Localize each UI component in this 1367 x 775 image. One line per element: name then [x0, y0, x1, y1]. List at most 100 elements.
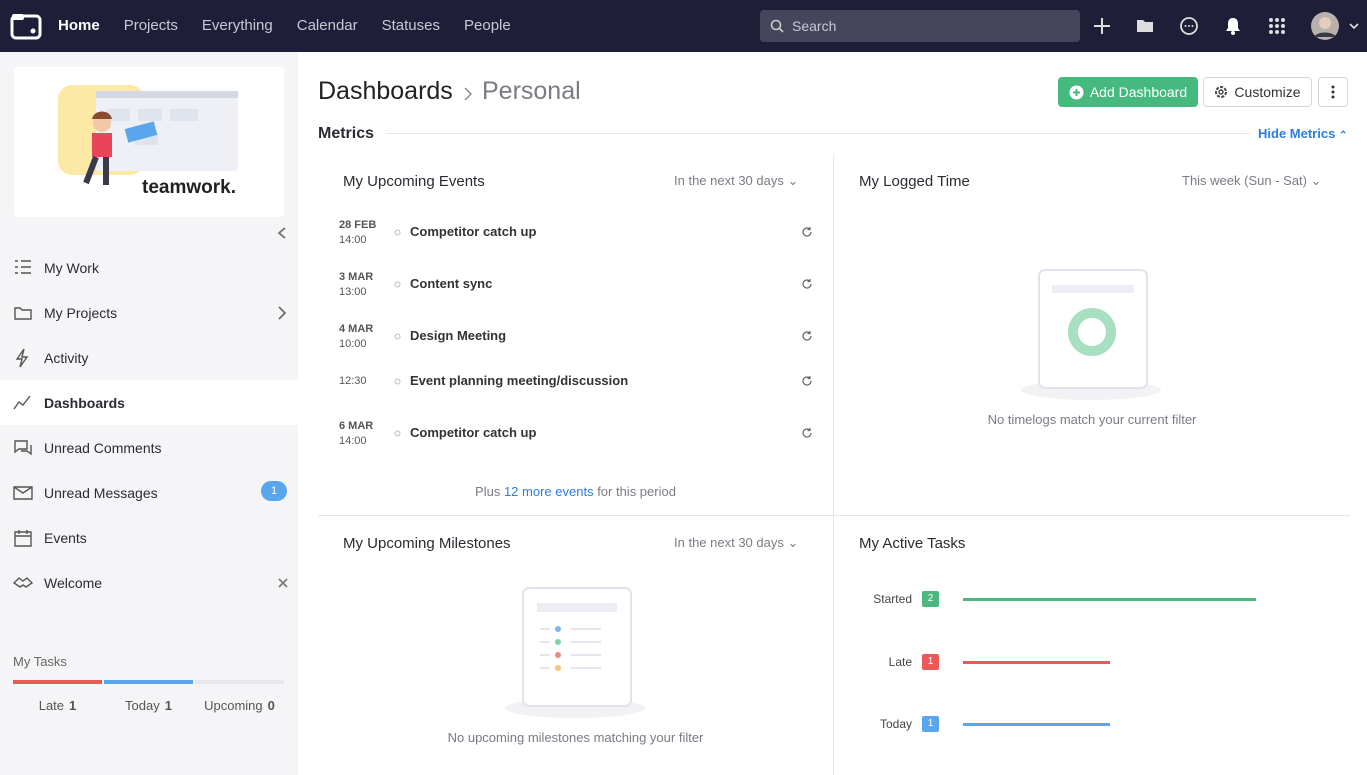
brand-card: teamwork.	[14, 67, 284, 217]
more-after: for this period	[597, 484, 676, 499]
add-dashboard-label: Add Dashboard	[1089, 84, 1188, 100]
collapse-icon[interactable]	[276, 226, 288, 240]
more-before: Plus	[475, 484, 501, 499]
nav-item[interactable]: Statuses	[381, 17, 440, 34]
add-icon[interactable]	[1092, 16, 1112, 36]
menu-item[interactable]: Activity	[0, 335, 298, 380]
task-bar	[104, 680, 193, 684]
menu-icon	[13, 486, 33, 500]
event-dot	[394, 333, 401, 340]
event-dot	[394, 229, 401, 236]
recurring-icon	[802, 331, 812, 341]
event-date: 4 MAR	[339, 323, 374, 335]
event-name: Competitor catch up	[410, 224, 537, 239]
event-row[interactable]: 6 MAR 14:00 Competitor catch up	[318, 419, 833, 471]
hide-metrics[interactable]: Hide Metrics ⌃	[1258, 126, 1348, 141]
task-stat[interactable]: Upcoming 0	[195, 698, 284, 713]
task-count: 1	[164, 698, 172, 713]
menu-icon	[14, 530, 32, 547]
event-row[interactable]: 28 FEB 14:00 Competitor catch up	[318, 218, 833, 270]
event-time: 13:00	[339, 286, 367, 298]
task-count: 1	[69, 698, 77, 713]
event-row[interactable]: 4 MAR 10:00 Design Meeting	[318, 322, 833, 374]
breadcrumb-root[interactable]: Dashboards	[318, 77, 453, 105]
task-stat[interactable]: Today 1	[104, 698, 193, 713]
menu-label: Events	[44, 529, 87, 546]
menu-icon	[14, 440, 32, 456]
empty-illustration	[1021, 269, 1161, 400]
event-time: 14:00	[339, 435, 367, 447]
nav-item[interactable]: Calendar	[296, 17, 358, 34]
folder-icon[interactable]	[1136, 18, 1154, 33]
my-tasks-title: My Tasks	[13, 654, 67, 669]
menu-item[interactable]: My Work	[0, 245, 298, 290]
hide-metrics-label: Hide Metrics	[1258, 126, 1336, 141]
recurring-icon	[802, 279, 812, 289]
more-events: Plus 12 more events for this period	[318, 484, 833, 499]
bell-icon[interactable]	[1224, 16, 1242, 36]
task-row-label: Today	[879, 717, 912, 731]
event-name: Design Meeting	[410, 328, 507, 343]
menu-item[interactable]: Dashboards	[0, 380, 298, 425]
event-time: 12:30	[339, 375, 367, 387]
widget-filter[interactable]: In the next 30 days ⌄	[674, 535, 799, 550]
task-row-label: Late	[888, 654, 912, 669]
filter-label: In the next 30 days	[674, 535, 784, 550]
sidebar: teamwork. My Work My Projects Activity Dash…	[0, 52, 298, 775]
search-box[interactable]: Search	[760, 10, 1080, 42]
event-time: 10:00	[339, 338, 367, 350]
breadcrumb-sep	[464, 87, 472, 101]
event-row[interactable]: 3 MAR 13:00 Content sync	[318, 270, 833, 322]
menu-icon	[14, 307, 32, 320]
breadcrumb-page: Personal	[482, 77, 581, 105]
more-button[interactable]	[1318, 77, 1348, 107]
menu-item[interactable]: Unread Comments	[0, 425, 298, 470]
nav-item[interactable]: People	[464, 17, 511, 34]
widget-filter[interactable]: In the next 30 days ⌄	[674, 173, 799, 188]
event-time: 14:00	[339, 234, 367, 246]
plus-icon	[1069, 85, 1084, 99]
task-row-count: 1	[922, 653, 939, 670]
event-date: 28 FEB	[339, 219, 377, 231]
task-row-count: 1	[922, 716, 939, 732]
recurring-icon	[802, 376, 812, 386]
apps-icon[interactable]	[1268, 17, 1286, 35]
widget-filter[interactable]: This week (Sun - Sat) ⌄	[1182, 173, 1322, 188]
top-nav: Home Projects Everything Calendar Statuses Pe…	[0, 0, 1367, 52]
menu-label: My Work	[44, 259, 99, 276]
task-row-bar[interactable]	[963, 660, 1110, 664]
task-row-bar[interactable]	[963, 723, 1110, 726]
menu-item[interactable]: Welcome	[0, 560, 298, 605]
widget-title: My Active Tasks	[859, 535, 966, 552]
task-label: Today	[125, 698, 160, 713]
more-link[interactable]: 12 more events	[503, 484, 594, 499]
add-dashboard-button[interactable]: Add Dashboard	[1058, 77, 1198, 107]
event-name: Competitor catch up	[410, 425, 537, 440]
task-row-count: 2	[922, 591, 939, 607]
empty-text: No upcoming milestones matching your fil…	[447, 730, 704, 745]
menu-item[interactable]: My Projects	[0, 290, 298, 335]
dots-icon	[1331, 85, 1335, 99]
nav-item[interactable]: Everything	[201, 17, 273, 34]
column-divider	[833, 155, 834, 775]
nav-item[interactable]: Home	[58, 17, 100, 34]
nav-item[interactable]: Projects	[123, 17, 178, 34]
task-label: Upcoming	[204, 698, 263, 713]
menu-item[interactable]: Unread Messages 1	[0, 470, 298, 515]
menu-label: Dashboards	[44, 394, 125, 411]
event-row[interactable]: 12:30 Event planning meeting/discussion	[318, 373, 833, 419]
logo[interactable]	[10, 12, 42, 40]
menu-icon	[13, 577, 33, 588]
avatar[interactable]	[1310, 11, 1360, 41]
task-row-bar[interactable]	[963, 598, 1256, 601]
chat-icon[interactable]	[1179, 16, 1199, 36]
menu-item[interactable]: Events	[0, 515, 298, 560]
filter-label: In the next 30 days	[674, 173, 784, 188]
close-icon[interactable]	[278, 578, 288, 588]
gear-icon	[1215, 86, 1228, 98]
customize-button[interactable]: Customize	[1203, 77, 1312, 107]
widget-title: My Logged Time	[859, 173, 970, 190]
task-stat[interactable]: Late 1	[13, 698, 102, 713]
menu-label: Unread Messages	[44, 484, 158, 501]
